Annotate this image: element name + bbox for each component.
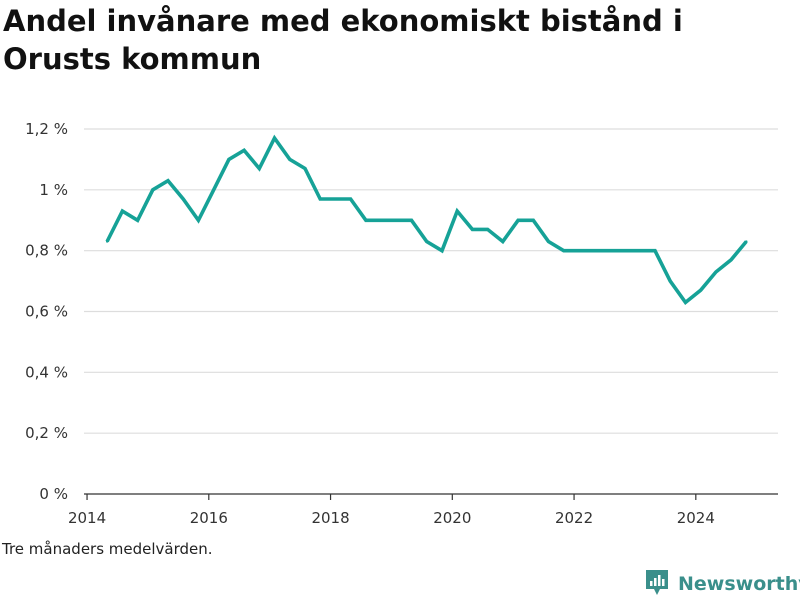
data-point bbox=[379, 219, 383, 222]
data-point bbox=[303, 167, 307, 170]
data-point bbox=[121, 209, 124, 213]
data-point bbox=[227, 158, 231, 161]
data-point bbox=[319, 197, 322, 201]
data-point bbox=[577, 249, 581, 252]
data-point bbox=[623, 249, 626, 252]
data-point bbox=[105, 240, 109, 243]
gridlines bbox=[84, 128, 778, 434]
x-tick-label: 2020 bbox=[433, 509, 471, 527]
data-point bbox=[562, 249, 565, 252]
y-tick-label: 0,4 % bbox=[25, 363, 68, 381]
data-point bbox=[288, 158, 291, 161]
x-tick-label: 2022 bbox=[555, 509, 593, 527]
data-point bbox=[182, 197, 185, 201]
data-point bbox=[364, 219, 368, 222]
y-tick-label: 1 % bbox=[39, 181, 68, 199]
data-point bbox=[425, 240, 428, 243]
data-point bbox=[471, 228, 474, 231]
data-point bbox=[273, 136, 276, 140]
x-tick-label: 2024 bbox=[677, 509, 715, 527]
y-tick-label: 0,8 % bbox=[25, 242, 68, 260]
x-tick-label: 2016 bbox=[190, 509, 228, 527]
data-point bbox=[197, 219, 200, 222]
data-point bbox=[410, 219, 413, 222]
y-tick-label: 1,2 % bbox=[25, 120, 68, 138]
brand-logo: Newsworthy bbox=[644, 567, 800, 601]
data-point bbox=[699, 289, 702, 292]
data-point bbox=[242, 149, 246, 152]
data-point bbox=[653, 249, 657, 252]
data-point bbox=[501, 240, 505, 243]
series-line bbox=[105, 134, 748, 305]
data-point bbox=[532, 219, 535, 222]
data-point bbox=[334, 197, 337, 201]
data-point bbox=[395, 219, 398, 222]
data-point bbox=[455, 209, 459, 213]
data-point bbox=[729, 258, 733, 261]
y-tick-label: 0,6 % bbox=[25, 303, 68, 321]
data-point bbox=[714, 270, 718, 274]
data-point bbox=[258, 167, 261, 170]
chart-title: Andel invånare med ekonomiskt bistånd i … bbox=[3, 4, 683, 76]
brand-name: Newsworthy bbox=[678, 573, 800, 595]
data-point bbox=[638, 249, 642, 252]
newsworthy-logo-icon bbox=[644, 567, 670, 601]
x-axis: 2014 2016 2018 2020 2022 2024 bbox=[68, 493, 778, 527]
series-layer bbox=[105, 134, 748, 305]
data-point bbox=[684, 301, 687, 304]
data-point bbox=[547, 240, 550, 243]
data-point bbox=[349, 197, 352, 201]
data-point bbox=[166, 179, 170, 182]
data-point bbox=[136, 219, 139, 222]
y-axis-ticks: 0 % 0,2 % 0,4 % 0,6 % 0,8 % 1 % 1,2 % bbox=[25, 120, 68, 503]
data-point bbox=[608, 249, 611, 252]
data-point bbox=[745, 240, 748, 243]
data-point bbox=[151, 188, 154, 192]
data-point bbox=[486, 228, 489, 231]
data-point bbox=[592, 249, 596, 252]
x-tick-label: 2014 bbox=[68, 509, 106, 527]
x-tick-label: 2018 bbox=[311, 509, 349, 527]
data-point bbox=[669, 279, 672, 283]
data-point bbox=[516, 219, 520, 222]
y-tick-label: 0 % bbox=[39, 485, 68, 503]
data-point bbox=[212, 188, 215, 192]
data-point bbox=[440, 249, 444, 252]
y-tick-label: 0,2 % bbox=[25, 424, 68, 442]
footnote: Tre månaders medelvärden. bbox=[2, 540, 213, 558]
